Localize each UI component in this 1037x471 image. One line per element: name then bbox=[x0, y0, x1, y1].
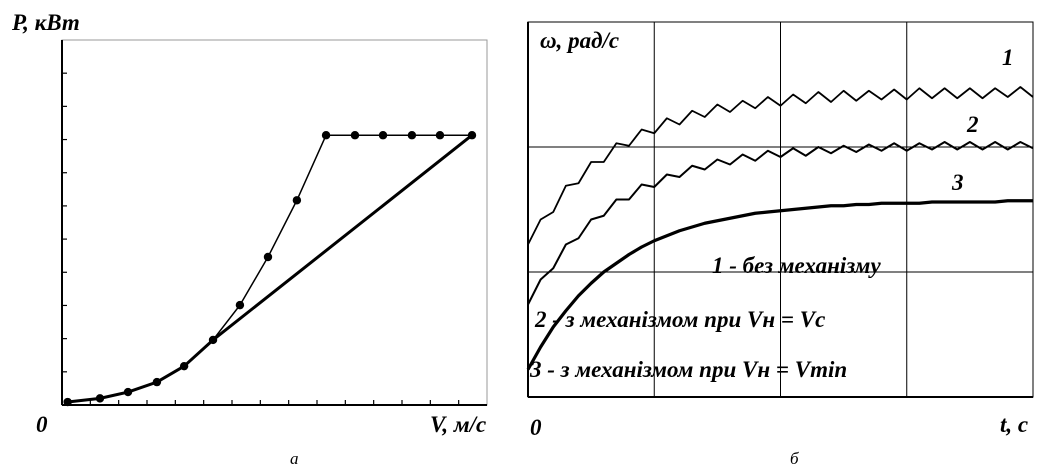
y-axis-label: ω, рад/с bbox=[540, 28, 619, 53]
y-axis-label: P, кВт bbox=[11, 10, 80, 35]
plot-frame bbox=[61, 39, 488, 406]
data-point bbox=[263, 252, 273, 262]
data-point bbox=[292, 196, 302, 205]
origin-label: 0 bbox=[36, 412, 48, 437]
data-point bbox=[321, 131, 331, 140]
series-line bbox=[526, 199, 1033, 371]
origin-label: 0 bbox=[530, 415, 542, 440]
data-point bbox=[435, 131, 445, 140]
data-point bbox=[407, 131, 417, 140]
legend-text: 1 - без механізму bbox=[712, 253, 881, 278]
data-point bbox=[235, 300, 245, 310]
x-axis-label: V, м/с bbox=[430, 412, 486, 437]
caption: а bbox=[290, 449, 299, 468]
series-line bbox=[67, 134, 473, 404]
series-line bbox=[527, 86, 1034, 245]
series-line bbox=[67, 134, 472, 403]
data-point bbox=[378, 131, 388, 140]
series-label: 2 bbox=[966, 112, 979, 137]
series-label: 3 bbox=[951, 170, 964, 195]
x-axis-label: t, с bbox=[1000, 412, 1028, 437]
data-point bbox=[350, 131, 360, 140]
legend-text: 2 - з механізмом при Vн = Vc bbox=[534, 307, 825, 332]
legend-text: 3 - з механізмом при Vн = Vmin bbox=[529, 357, 847, 382]
series-label: 1 bbox=[1002, 45, 1014, 70]
caption: б bbox=[790, 449, 799, 468]
series-line bbox=[527, 141, 1034, 305]
